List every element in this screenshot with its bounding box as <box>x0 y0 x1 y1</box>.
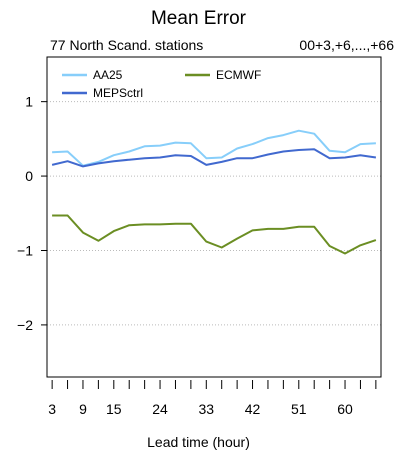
x-tick-label: 24 <box>152 401 168 417</box>
series-line-ecmwf <box>52 214 377 255</box>
x-tick-label: 3 <box>48 401 56 417</box>
x-tick-label: 51 <box>291 401 307 417</box>
x-tick-label: 42 <box>245 401 261 417</box>
y-tick-label: 0 <box>25 168 33 184</box>
x-axis-label: Lead time (hour) <box>147 434 250 450</box>
y-tick-label: 1 <box>25 94 33 110</box>
y-tick-label: −2 <box>17 317 33 333</box>
legend-label: ECMWF <box>216 68 261 82</box>
chart-subtitle-leadtimes: 00+3,+6,...,+66 <box>299 37 394 53</box>
y-tick-label: −1 <box>17 242 33 258</box>
x-tick-label: 9 <box>79 401 87 417</box>
x-tick-label: 60 <box>337 401 353 417</box>
legend-label: MEPSctrl <box>93 86 143 100</box>
plot-frame <box>46 56 382 378</box>
x-tick-label: 15 <box>106 401 122 417</box>
chart-subtitle-stations: 77 North Scand. stations <box>50 37 204 53</box>
x-tick-label: 33 <box>199 401 215 417</box>
series-line-mepsctrl <box>51 148 377 168</box>
chart-title: Mean Error <box>150 8 247 29</box>
series-line-aa25 <box>52 129 376 167</box>
legend-label: AA25 <box>93 68 123 82</box>
